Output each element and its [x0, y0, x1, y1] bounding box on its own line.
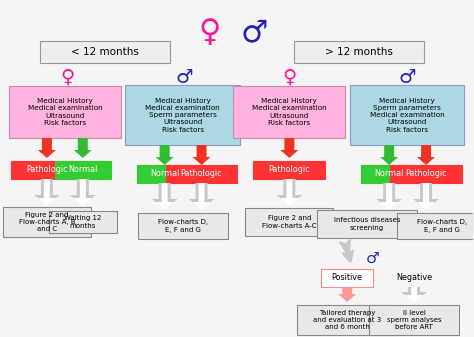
Text: Pathologic: Pathologic: [26, 165, 68, 175]
Text: Pathologic: Pathologic: [405, 170, 447, 179]
Bar: [3, 207, 91, 237]
Text: Normal: Normal: [374, 170, 404, 179]
Polygon shape: [338, 287, 356, 302]
Polygon shape: [70, 179, 96, 205]
Text: Medical History
Medical examination
Ultrasound
Risk factors: Medical History Medical examination Ultr…: [252, 98, 327, 126]
Polygon shape: [281, 179, 298, 206]
Polygon shape: [405, 287, 423, 303]
Polygon shape: [417, 145, 435, 165]
Bar: [321, 269, 373, 287]
Polygon shape: [74, 138, 92, 158]
Text: Negative: Negative: [396, 274, 432, 282]
Text: II level
sperm analyses
before ART: II level sperm analyses before ART: [387, 310, 441, 330]
Polygon shape: [38, 179, 56, 206]
Text: > 12 months: > 12 months: [325, 47, 393, 57]
Text: Pathologic: Pathologic: [181, 170, 222, 179]
Bar: [234, 86, 345, 138]
Bar: [11, 161, 83, 179]
Text: Pathologic: Pathologic: [269, 165, 310, 175]
Bar: [40, 41, 170, 63]
Bar: [165, 165, 237, 183]
Bar: [297, 305, 397, 335]
Text: Flow-charts D,
E, F and G: Flow-charts D, E, F and G: [417, 219, 467, 233]
Polygon shape: [380, 145, 398, 165]
Polygon shape: [155, 183, 173, 210]
Bar: [294, 41, 424, 63]
Text: Waiting 12
months: Waiting 12 months: [64, 215, 101, 228]
Text: Tailored therapy
and evaluation at 3
and 6 month: Tailored therapy and evaluation at 3 and…: [313, 310, 382, 330]
Text: Normal: Normal: [150, 170, 179, 179]
Text: ♂: ♂: [365, 250, 379, 266]
Text: ♀: ♀: [282, 68, 297, 87]
Text: Figure 2 and
Flow-charts A-C: Figure 2 and Flow-charts A-C: [262, 215, 317, 228]
Text: ♀: ♀: [198, 18, 221, 47]
Text: < 12 months: < 12 months: [71, 47, 139, 57]
Bar: [246, 208, 333, 236]
Text: Figure 2 and
Flow-charts A, B
and C: Figure 2 and Flow-charts A, B and C: [18, 212, 75, 232]
Polygon shape: [401, 287, 427, 302]
Polygon shape: [74, 179, 92, 206]
Polygon shape: [189, 183, 215, 209]
Polygon shape: [192, 183, 210, 210]
Polygon shape: [192, 145, 210, 165]
Text: ♂: ♂: [176, 68, 193, 87]
Bar: [55, 161, 111, 179]
Bar: [254, 161, 325, 179]
Polygon shape: [38, 138, 56, 158]
Bar: [369, 305, 459, 335]
Polygon shape: [276, 179, 302, 205]
Bar: [125, 85, 240, 145]
Polygon shape: [152, 183, 178, 209]
Bar: [9, 86, 121, 138]
Text: Infectious diseases
screening: Infectious diseases screening: [334, 217, 401, 231]
Bar: [397, 213, 474, 239]
Bar: [361, 165, 417, 183]
Text: Medical History
Medical examination
Sperm parameters
Ultrasound
Risk factors: Medical History Medical examination Sper…: [146, 97, 220, 132]
Text: Normal: Normal: [68, 165, 98, 175]
Polygon shape: [380, 183, 398, 210]
Bar: [350, 85, 465, 145]
Polygon shape: [281, 138, 298, 158]
Polygon shape: [413, 183, 439, 209]
Text: Medical History
Medical examination
Ultrasound
Risk factors: Medical History Medical examination Ultr…: [27, 98, 102, 126]
Text: Flow-charts D,
E, F and G: Flow-charts D, E, F and G: [157, 219, 208, 233]
Bar: [390, 165, 462, 183]
Polygon shape: [155, 145, 173, 165]
Polygon shape: [34, 179, 60, 205]
Text: ♀: ♀: [61, 68, 75, 87]
Bar: [49, 211, 117, 233]
Text: ♂: ♂: [241, 18, 268, 47]
Bar: [137, 165, 192, 183]
Polygon shape: [417, 183, 435, 210]
Bar: [317, 210, 417, 238]
Bar: [138, 213, 228, 239]
Polygon shape: [376, 183, 402, 209]
Text: Positive: Positive: [332, 274, 363, 282]
Text: Medical History
Sperm parameters
Medical examination
Ultrasound
Risk factors: Medical History Sperm parameters Medical…: [370, 97, 445, 132]
Text: ♂: ♂: [398, 68, 416, 87]
